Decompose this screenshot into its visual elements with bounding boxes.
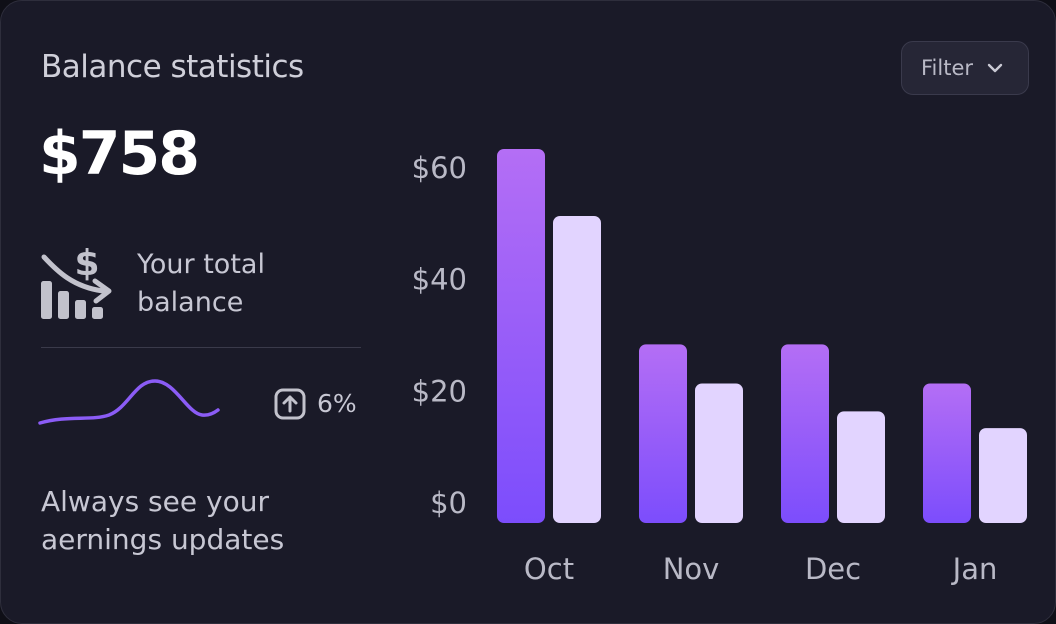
y-tick-label: $40: [412, 263, 467, 297]
bar-jan-series-1: [923, 383, 971, 523]
filter-dropdown-button[interactable]: Filter: [901, 41, 1029, 95]
divider: [41, 347, 361, 348]
svg-text:$: $: [74, 243, 99, 284]
earnings-tagline: Always see your aernings updates: [41, 485, 285, 556]
y-tick-label: $0: [430, 486, 467, 520]
money-decrease-chart-icon: $: [41, 243, 112, 319]
filter-label: Filter: [921, 56, 974, 80]
x-tick-label: Jan: [951, 552, 998, 586]
bar-oct-series-2: [553, 215, 601, 523]
y-tick-label: $20: [412, 374, 467, 408]
chevron-down-icon: [987, 63, 1003, 73]
bar-dec-series-1: [781, 344, 829, 523]
total-balance-label: Your total balance: [137, 249, 265, 318]
bar-jan-series-2: [979, 428, 1027, 523]
y-tick-label: $60: [412, 151, 467, 185]
x-tick-label: Oct: [524, 552, 574, 586]
balance-sparkline: [38, 379, 220, 425]
bar-oct-series-1: [497, 149, 545, 523]
growth-percentage: 6%: [317, 389, 357, 418]
balance-bar-chart: $0 $20 $40 $60 Oct Nov Dec Jan: [412, 149, 1027, 586]
balance-amount: $758: [39, 119, 200, 189]
x-tick-label: Dec: [805, 552, 861, 586]
card-title: Balance statistics: [41, 49, 304, 85]
arrow-up-square-icon: [274, 388, 306, 420]
bar-nov-series-1: [639, 344, 687, 523]
bar-nov-series-2: [695, 383, 743, 523]
bar-dec-series-2: [837, 411, 885, 523]
x-tick-label: Nov: [663, 552, 720, 586]
